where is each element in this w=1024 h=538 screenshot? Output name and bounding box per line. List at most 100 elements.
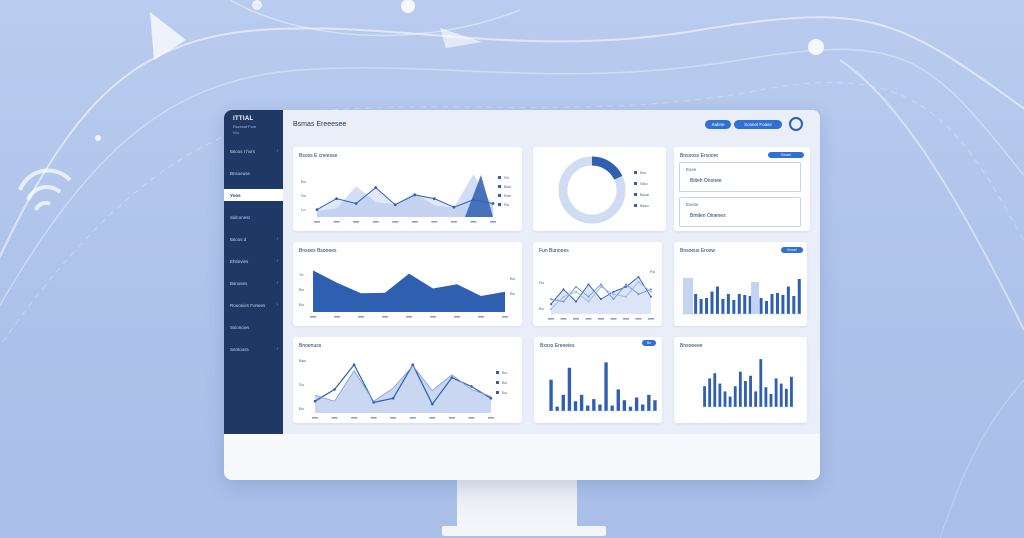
- sidebar-item-label: Bsoos I hors: [230, 148, 256, 154]
- brand-subtitle: Rorecat Fom: [233, 124, 257, 129]
- bar-card-pill-button[interactable]: Bn: [642, 340, 656, 346]
- data-point: [650, 295, 652, 298]
- sidebar-item[interactable]: Sentooss ›: [224, 343, 283, 355]
- data-point: [550, 298, 552, 301]
- sidebar-item[interactable]: Rooonies Fonees ›: [224, 299, 283, 311]
- sidebar-item-active[interactable]: Yoos: [224, 189, 283, 201]
- chevron-right-icon: ›: [276, 148, 278, 154]
- data-point: [354, 202, 358, 205]
- legend-swatch: [496, 371, 499, 374]
- data-point: [625, 283, 627, 286]
- sidebar-item-label: Sidconest: [230, 214, 250, 220]
- data-point: [431, 402, 434, 406]
- sidebar-item[interactable]: Sidconest: [224, 211, 283, 223]
- sidebar-item[interactable]: Bsoos I hors ›: [224, 145, 283, 157]
- y-tick-label: Yo: [299, 272, 304, 277]
- data-point: [637, 293, 640, 296]
- area-series: [551, 276, 651, 314]
- summary-pill-button[interactable]: Bnoet: [768, 152, 804, 158]
- bar-highlight: [683, 278, 693, 314]
- sidebar-item[interactable]: Bnsoeuse: [224, 167, 283, 179]
- data-point: [372, 401, 375, 404]
- bar: [728, 396, 732, 407]
- bar: [598, 404, 602, 411]
- dot-decoration: [95, 135, 101, 141]
- summary-box-label: Exee: [686, 167, 697, 172]
- card-title: Bnsoeeee: [680, 343, 703, 349]
- page-title: Bsmas Ereeesee: [293, 121, 347, 128]
- chevron-right-icon: ›: [276, 236, 278, 242]
- brand: ITTIAL Rorecat Fom Wu: [224, 110, 283, 137]
- legend-label: Ro: [650, 269, 656, 274]
- data-point: [393, 203, 397, 207]
- header-button-primary[interactable]: Sabne: [705, 120, 731, 129]
- data-point: [352, 363, 356, 366]
- x-tick-mark: [573, 318, 579, 320]
- bar-chart: [702, 359, 794, 408]
- data-point: [612, 290, 615, 293]
- sidebar-item-label: Yoos: [230, 192, 241, 198]
- data-point: [315, 208, 319, 212]
- bar-card-pill-button[interactable]: Bnoet: [781, 247, 803, 253]
- x-tick-mark: [635, 318, 642, 320]
- line-area-chart: Bao So Bo Bo Bo Bo: [299, 358, 508, 419]
- area-peak: [465, 175, 493, 217]
- header-button-secondary[interactable]: Sosnet Foase: [734, 120, 782, 129]
- y-tick-label: Bao: [299, 358, 307, 363]
- bar: [628, 406, 633, 411]
- x-tick-mark: [585, 318, 592, 320]
- bar-chart: [548, 362, 658, 412]
- bar: [790, 376, 793, 407]
- bar: [592, 399, 596, 411]
- top-bar: Bsmas Ereeesee Sabne Sosnet Foase: [283, 110, 820, 140]
- data-point: [472, 198, 475, 202]
- card-line-area: Bnoenuss Bao So Bo Bo Bo Bo: [293, 337, 522, 423]
- card-title: Bnsoes Bsooees: [299, 248, 337, 254]
- avatar[interactable]: [789, 117, 803, 131]
- x-tick-mark: [331, 417, 338, 419]
- dot-decoration: [252, 0, 262, 10]
- sidebar-item[interactable]: Bsnoses ›: [224, 277, 283, 289]
- data-point: [333, 388, 336, 391]
- bar: [759, 359, 763, 407]
- card-title: Fun Bunooes: [539, 248, 569, 254]
- bar: [733, 386, 737, 407]
- x-tick-mark: [468, 417, 475, 419]
- x-tick-mark: [478, 316, 484, 318]
- area-series: [317, 174, 493, 217]
- legend-label: Bo: [502, 370, 508, 375]
- arrow-decoration: [440, 28, 482, 48]
- bar: [743, 295, 747, 314]
- data-point: [650, 290, 652, 293]
- data-point: [562, 300, 565, 303]
- sidebar-item-label: Rooonies Fonees: [230, 302, 266, 308]
- legend-swatch: [498, 185, 501, 188]
- data-point: [637, 275, 640, 278]
- brand-meta: Wu: [233, 130, 239, 135]
- arrow-decoration: [150, 12, 186, 60]
- area-series: [317, 187, 493, 217]
- x-tick-mark: [392, 221, 399, 223]
- y-tick-label: Bo: [301, 179, 307, 184]
- x-tick-mark: [382, 316, 388, 318]
- y-tick-label: Bo: [299, 287, 305, 292]
- legend-label: Sisn: [640, 181, 648, 186]
- sidebar-item[interactable]: Ehtinvies ›: [224, 255, 283, 267]
- data-point: [335, 197, 338, 200]
- card-title: Bnsoeus Eroow: [680, 248, 716, 254]
- x-tick-mark: [310, 316, 316, 318]
- bar: [754, 391, 758, 407]
- sidebar-item[interactable]: Ssioncies: [224, 321, 283, 333]
- legend-swatch: [496, 381, 499, 384]
- bar: [610, 405, 614, 411]
- data-point: [411, 363, 415, 366]
- bar: [770, 294, 774, 314]
- bar: [641, 404, 645, 411]
- dot-decoration: [401, 0, 415, 13]
- x-tick-mark: [488, 417, 494, 419]
- sidebar-item[interactable]: Bsoos d ›: [224, 233, 283, 245]
- x-tick-mark: [560, 318, 567, 320]
- area-chart: Yo Bo Bo Bo Bo: [299, 270, 516, 318]
- x-tick-mark: [353, 221, 360, 223]
- bar: [775, 293, 779, 314]
